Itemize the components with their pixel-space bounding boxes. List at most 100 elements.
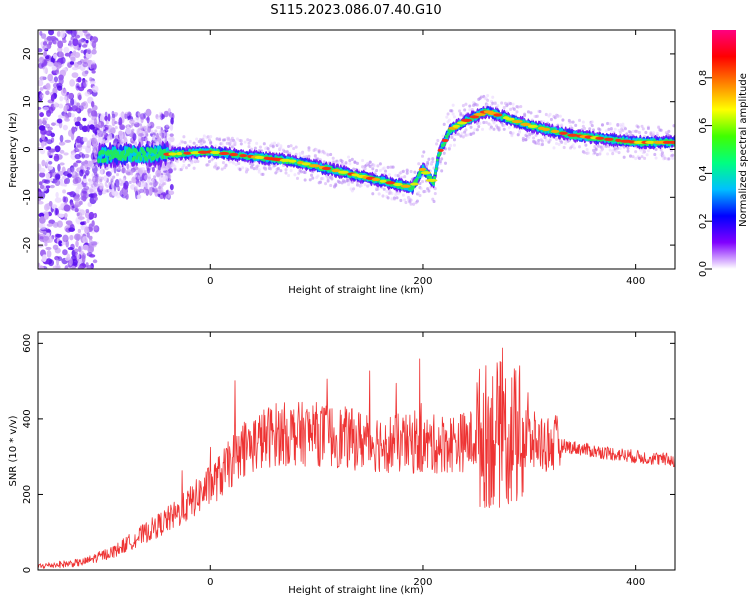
spectrogram-cell <box>343 180 347 184</box>
spectrogram-cell <box>611 152 615 156</box>
spectrogram-cell <box>367 183 371 187</box>
spectrogram-cell <box>432 182 435 185</box>
spectrogram-cell <box>667 143 671 147</box>
spectrogram-cell <box>593 151 597 155</box>
spectrogram-cell <box>607 127 611 131</box>
spectrogram-cell <box>246 138 250 142</box>
spectrogram-cell <box>489 125 493 129</box>
spectrogram-cell <box>64 104 70 110</box>
spectrogram-cell <box>652 131 656 135</box>
spectrogram-cell <box>512 107 516 111</box>
spectrogram-cell <box>654 156 658 160</box>
spectrogram-cell <box>413 170 417 174</box>
spectrogram-cell <box>40 33 47 39</box>
spectrogram-cell <box>452 115 456 119</box>
spectrogram-cell <box>618 146 622 151</box>
spectrogram-cell <box>386 165 390 169</box>
spectrogram-cell <box>382 187 386 191</box>
spectrogram-cell <box>51 122 56 126</box>
spectrogram-cell <box>104 115 108 121</box>
spectrogram-cell <box>412 202 416 206</box>
colorbar-tick-label: 0.6 <box>698 118 709 134</box>
spectrogram-cell <box>90 110 97 117</box>
spectrogram-cell <box>149 182 153 186</box>
spectrogram-cell <box>206 135 210 139</box>
spectrogram-cell <box>64 217 68 221</box>
spectrogram-cell <box>111 113 116 119</box>
spectrogram-cell <box>359 183 363 188</box>
spectrogram-peak <box>331 168 341 173</box>
spectrogram-cell <box>74 153 81 160</box>
spectrogram-cell <box>38 125 46 131</box>
spectrogram-cell <box>644 130 648 135</box>
spectrogram-cell <box>634 156 638 161</box>
spectrogram-cell <box>405 168 409 172</box>
spectrogram-cell <box>38 48 43 53</box>
spectrogram-cell <box>671 156 675 160</box>
spectrogram-cell <box>429 175 433 179</box>
spectrogram-cell <box>39 172 46 178</box>
spectrogram-cell <box>58 141 66 146</box>
spectrogram-cell <box>348 180 352 184</box>
spectrogram-cell <box>48 200 53 207</box>
spectrogram-cell <box>71 126 76 135</box>
spectrogram-cell <box>493 101 497 106</box>
spectrogram-peak <box>371 177 381 182</box>
spectrogram-cell <box>244 170 248 174</box>
spectrogram-cell <box>54 197 62 203</box>
spectrogram-cell <box>671 153 675 157</box>
spectrogram-cell <box>376 187 380 191</box>
spectrogram-cell <box>136 194 142 199</box>
colorbar-tick-label: 0.2 <box>698 213 709 229</box>
spectrogram-cell <box>91 40 97 49</box>
spectrogram-cell <box>195 137 199 141</box>
spectrogram-cell <box>586 151 590 155</box>
spectrogram-cell <box>77 94 82 101</box>
spectrogram-cell <box>578 145 582 149</box>
spectrogram-cell <box>51 66 57 71</box>
spectrogram-cell <box>269 167 273 171</box>
spectrogram-cell <box>181 140 185 144</box>
spectrogram-cell <box>114 120 118 125</box>
spectrogram-cell <box>83 185 90 191</box>
spectrogram-cell <box>42 117 49 121</box>
spectrogram-cell <box>326 179 330 183</box>
figure-title: S115.2023.086.07.40.G10 <box>270 3 441 18</box>
spectrogram-cell <box>537 141 541 146</box>
spectrogram-cell <box>139 113 146 120</box>
spectrogram-cell <box>108 130 112 134</box>
spectrogram-cell <box>403 175 407 179</box>
spectrogram-cell <box>167 168 173 174</box>
spectrogram-cell <box>48 165 54 170</box>
spectrogram-cell <box>161 154 165 160</box>
spectrogram-cell <box>394 192 398 197</box>
spectrogram-cell <box>43 50 47 57</box>
spectrogram-cell <box>378 162 382 166</box>
spectrogram-cell <box>89 238 93 244</box>
spectrogram-cell <box>284 168 288 172</box>
spectrogram-cell <box>109 125 113 129</box>
spectrogram-cell <box>88 223 93 232</box>
snr-xtick-label: 0 <box>207 577 213 588</box>
spectrogram-cell <box>72 105 77 109</box>
spectrogram-cell <box>129 155 133 163</box>
spectrogram-cell <box>86 124 90 133</box>
spectrogram-cell <box>486 98 490 102</box>
spectrogram-cell <box>318 180 322 184</box>
spectrogram-cell <box>55 174 61 180</box>
spectrogram-cell <box>449 143 453 148</box>
spectrogram-cell <box>509 102 513 106</box>
spectrogram-cell <box>509 107 513 111</box>
spectrogram-cell <box>68 257 73 266</box>
spectrogram-cell <box>69 234 74 241</box>
spectrogram-cell <box>293 173 297 177</box>
spectrogram-cell <box>136 131 140 135</box>
spectrogram-cell <box>78 265 84 269</box>
spectrogram-cell <box>443 141 447 145</box>
spectrogram-cell <box>103 175 108 182</box>
spectrogram-cell <box>262 142 266 146</box>
spectrogram-ytick-label: 10 <box>22 95 33 108</box>
spectrogram-cell <box>52 53 58 59</box>
